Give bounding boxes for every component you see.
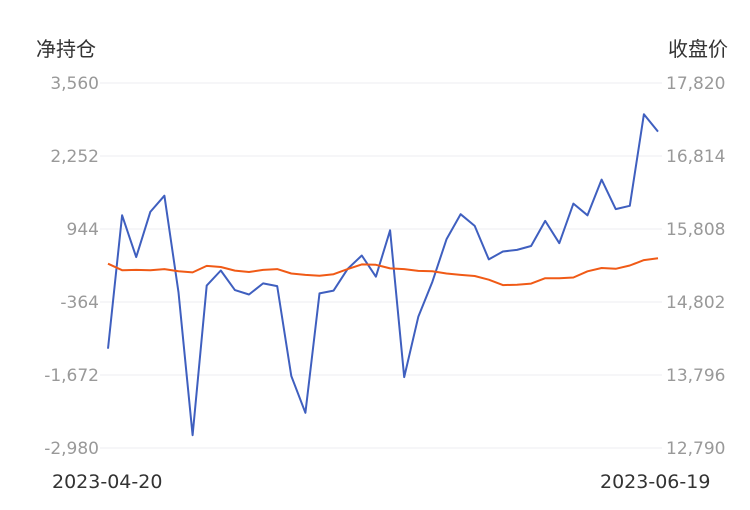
right-axis-title: 收盘价: [668, 37, 728, 61]
x-end-label: 2023-06-19: [600, 471, 710, 493]
left-tick-label: -1,672: [44, 366, 99, 386]
right-tick-label: 15,808: [666, 220, 725, 240]
left-tick-label: 3,560: [50, 74, 99, 94]
left-tick-label: -364: [60, 293, 99, 313]
left-tick-label: 2,252: [50, 147, 99, 167]
close-price-line: [107, 257, 659, 287]
left-axis-ticks: 3,560 2,252 944 -364 -1,672 -2,980: [44, 74, 99, 459]
right-tick-label: 14,802: [666, 293, 725, 313]
right-tick-label: 13,796: [666, 366, 725, 386]
x-start-label: 2023-04-20: [52, 471, 162, 493]
right-tick-label: 17,820: [666, 74, 725, 94]
right-tick-label: 16,814: [666, 147, 725, 167]
left-tick-label: -2,980: [44, 439, 99, 459]
left-tick-label: 944: [67, 220, 99, 240]
series-layer: [107, 113, 659, 437]
grid-lines: [100, 82, 662, 449]
left-axis-title: 净持仓: [36, 37, 96, 61]
right-axis-ticks: 17,820 16,814 15,808 14,802 13,796 12,790: [666, 74, 725, 459]
net-position-line: [107, 113, 659, 437]
right-tick-label: 12,790: [666, 439, 725, 459]
